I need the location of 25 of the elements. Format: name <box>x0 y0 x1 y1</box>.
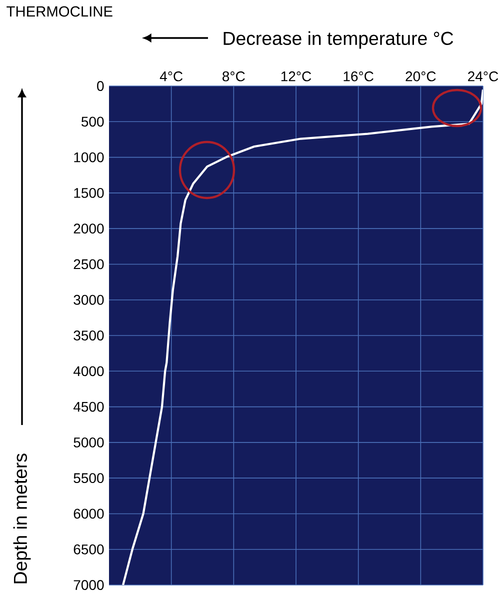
x-tick-label: 24°C <box>468 71 498 82</box>
x-tick-label: 12°C <box>281 71 312 82</box>
chart-title: THERMOCLINE <box>6 6 112 17</box>
y-tick-label: 6000 <box>74 508 104 519</box>
y-tick-label: 2500 <box>74 259 104 270</box>
y-tick-label: 7000 <box>74 580 104 590</box>
y-tick-label: 1500 <box>74 188 104 198</box>
x-tick-label: 8°C <box>222 71 245 82</box>
y-tick-label: 3500 <box>74 330 104 340</box>
line-series <box>122 88 483 586</box>
y-tick-label: 3000 <box>74 294 104 305</box>
y-tick-label: 5500 <box>74 473 104 484</box>
x-tick-label: 20°C <box>406 71 436 82</box>
y-tick-label: 4500 <box>73 402 104 412</box>
x-tick-label: 4°C <box>160 71 183 82</box>
y-tick-label: 5000 <box>74 437 104 448</box>
x-axis-title: Decrease in temperature °C <box>224 31 454 49</box>
y-tick-label: 6500 <box>74 544 104 554</box>
y-axis-title: Depth in meters <box>13 454 31 584</box>
y-tick-label: 4000 <box>73 366 104 376</box>
x-tick-label: 16°C <box>344 71 374 82</box>
y-tick-label: 500 <box>81 116 104 127</box>
y-tick-label: 0 <box>97 81 104 91</box>
y-tick-label: 1000 <box>74 152 104 162</box>
y-tick-label: 2000 <box>74 224 104 234</box>
